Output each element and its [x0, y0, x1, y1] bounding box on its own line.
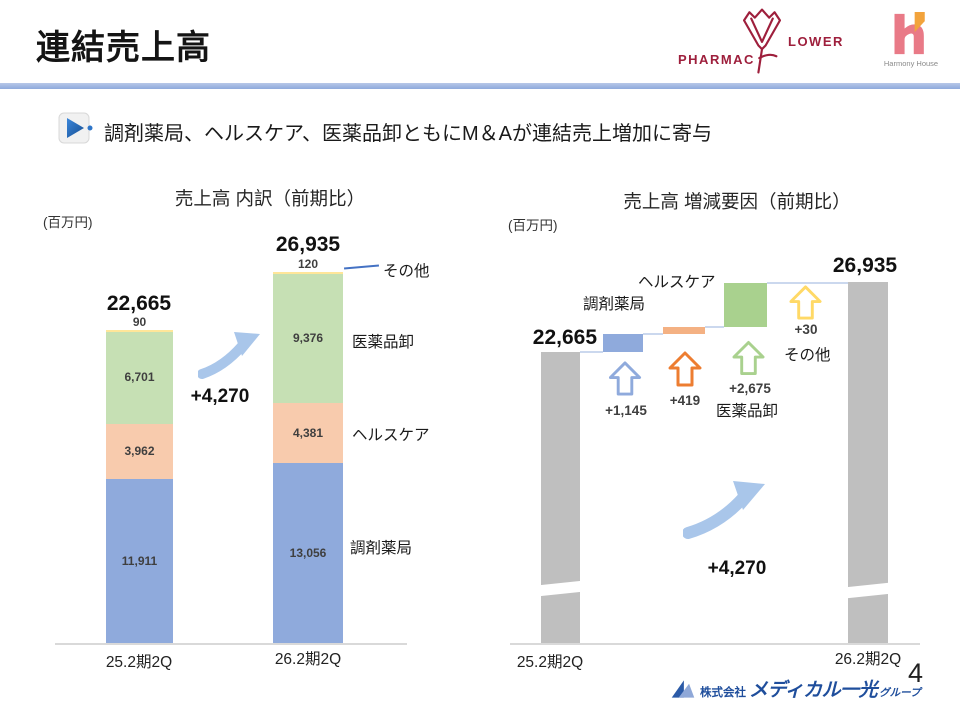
company-mark-icon — [671, 680, 695, 698]
bar1-segment-other — [106, 330, 173, 332]
growth-swoosh-icon — [198, 332, 260, 379]
step-wholesale-segment — [724, 283, 767, 327]
axis-break — [843, 582, 893, 599]
legend-wholesale: 医薬品卸 — [352, 334, 415, 351]
stacked-bar-26-2 — [273, 272, 343, 643]
up-arrow-healthcare-icon — [668, 351, 702, 387]
waterfall-end-bar — [843, 282, 893, 643]
step-wholesale-label: 医薬品卸 — [716, 403, 779, 420]
waterfall-start-bar — [536, 352, 585, 643]
right-chart-title: 売上高 増減要因（前期比） — [623, 191, 851, 212]
harmony-house-logo: Harmony House — [876, 12, 946, 74]
stacked-bar-25-2 — [106, 330, 173, 643]
pharmacy-logo-text-left: PHARMAC — [678, 52, 755, 67]
bar2-other-value: 120 — [297, 257, 319, 271]
company-suffix: グループ — [879, 687, 921, 699]
page-title: 連結売上高 — [36, 29, 211, 67]
bar2-total: 26,935 — [275, 233, 341, 256]
bar1-pharmacy-value: 11,911 — [121, 554, 158, 568]
up-arrow-other-icon — [789, 285, 822, 320]
pharmacy-flower-logo: PHARMAC LOWER — [678, 6, 848, 80]
legend-other: その他 — [383, 263, 430, 280]
page-number: 4 — [908, 658, 924, 688]
bar1-healthcare-value: 3,962 — [124, 444, 155, 458]
harmony-h-icon — [894, 12, 925, 55]
right-chart-unit: (百万円) — [508, 218, 558, 233]
step-connector — [643, 333, 663, 335]
up-arrow-wholesale-icon — [732, 341, 765, 375]
pharmacy-logo-text-right: LOWER — [788, 34, 844, 49]
left-chart-unit: (百万円) — [43, 215, 93, 230]
step-pharmacy-delta: +1,145 — [605, 403, 647, 418]
right-change-label: +4,270 — [707, 558, 767, 579]
bar1-segment-wholesale — [106, 332, 173, 424]
bar1-segment-healthcare — [106, 424, 173, 479]
key-message: 調剤薬局、ヘルスケア、医薬品卸ともにM＆Aが連結売上増加に寄与 — [104, 123, 712, 145]
left-chart-title: 売上高 内訳（前期比） — [174, 188, 366, 209]
bar2-segment-healthcare — [273, 403, 343, 463]
bar2-pharmacy-value: 13,056 — [289, 546, 327, 560]
bar1-total: 22,665 — [106, 292, 172, 315]
legend-healthcare: ヘルスケア — [352, 427, 430, 444]
sales-change-factor-chart: 売上高 増減要因（前期比） (百万円) 22,665 26,935 調剤薬局 ヘ… — [480, 180, 950, 690]
bar2-segment-wholesale — [273, 274, 343, 403]
left-chart-axis — [55, 643, 407, 645]
bar2-segment-pharmacy — [273, 463, 343, 643]
bar1-segment-pharmacy — [106, 479, 173, 643]
up-arrow-pharmacy-icon — [608, 361, 642, 396]
company-footer-logo: 株式会社 メディカル一光 グループ — [670, 672, 921, 702]
step-healthcare-segment — [663, 327, 705, 334]
step-connector — [705, 326, 724, 328]
bullet-play-icon — [58, 112, 93, 144]
left-change-label: +4,270 — [190, 386, 250, 407]
step-other-label: その他 — [784, 347, 831, 364]
step-connector — [580, 351, 603, 353]
waterfall-end-x-label: 26.2期2Q — [834, 651, 902, 668]
step-pharmacy-label: 調剤薬局 — [583, 296, 646, 313]
step-wholesale-delta: +2,675 — [729, 381, 771, 396]
waterfall-end-total: 26,935 — [832, 254, 898, 277]
other-leader-line — [343, 264, 380, 270]
bar1-other-value: 90 — [132, 315, 147, 329]
company-name: メディカル一光 — [749, 680, 878, 701]
waterfall-start-x-label: 25.2期2Q — [516, 654, 584, 671]
total-growth-swoosh-icon — [683, 481, 765, 539]
bar1-x-label: 25.2期2Q — [105, 654, 173, 671]
step-other-delta: +30 — [794, 322, 818, 337]
bar2-healthcare-value: 4,381 — [292, 426, 324, 440]
harmony-caption: Harmony House — [883, 59, 939, 68]
sales-breakdown-chart: 売上高 内訳（前期比） (百万円) 22,665 90 6,701 3,962 … — [40, 180, 480, 690]
bar2-x-label: 26.2期2Q — [274, 651, 342, 668]
bar1-wholesale-value: 6,701 — [124, 370, 155, 384]
step-pharmacy-segment — [603, 334, 643, 352]
right-chart-axis — [510, 643, 920, 645]
bar2-segment-other — [273, 272, 343, 274]
step-connector — [767, 282, 848, 284]
flower-icon — [742, 8, 782, 74]
axis-break — [536, 580, 585, 597]
bar2-wholesale-value: 9,376 — [292, 331, 324, 345]
step-healthcare-label: ヘルスケア — [638, 274, 716, 291]
company-prefix: 株式会社 — [700, 687, 746, 699]
legend-pharmacy: 調剤薬局 — [350, 540, 413, 557]
header-divider — [0, 83, 960, 89]
waterfall-start-total: 22,665 — [532, 326, 597, 349]
step-healthcare-delta: +419 — [669, 393, 701, 408]
